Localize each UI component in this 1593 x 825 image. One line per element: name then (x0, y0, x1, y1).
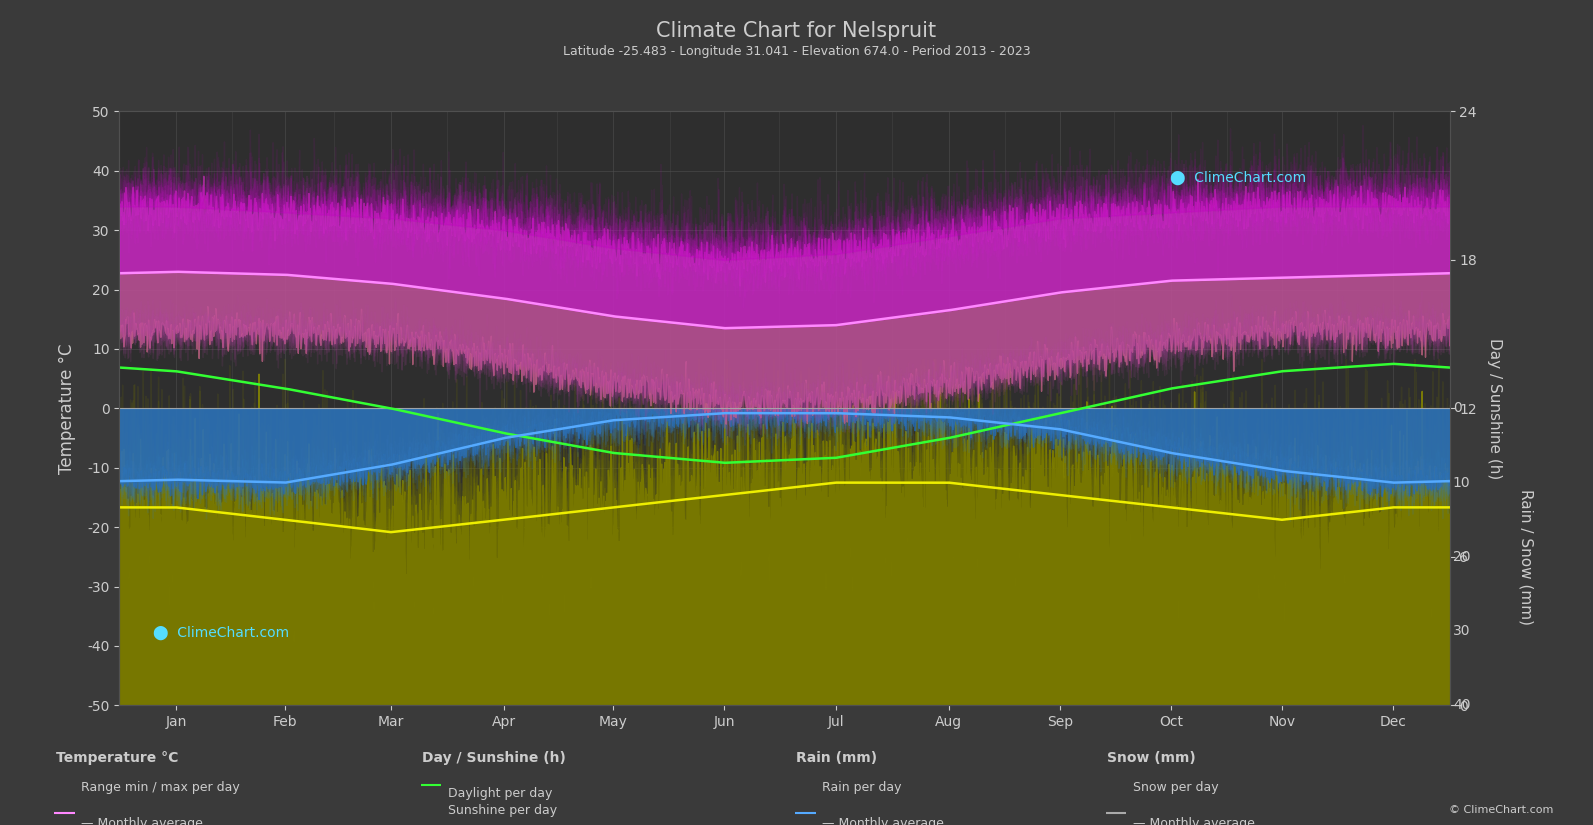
Text: Sunshine per day: Sunshine per day (448, 804, 558, 817)
Y-axis label: Temperature °C: Temperature °C (57, 343, 76, 474)
Text: 30: 30 (1453, 625, 1470, 638)
Text: Rain (mm): Rain (mm) (796, 751, 878, 765)
Text: ⬤  ClimeChart.com: ⬤ ClimeChart.com (153, 625, 288, 640)
Text: 20: 20 (1453, 550, 1470, 563)
Text: — Monthly average: — Monthly average (81, 817, 204, 825)
Text: Rain / Snow (mm): Rain / Snow (mm) (1518, 489, 1534, 625)
Text: Temperature °C: Temperature °C (56, 751, 178, 765)
Text: 10: 10 (1453, 476, 1470, 489)
Text: Snow per day: Snow per day (1133, 781, 1219, 794)
Text: Daylight per day: Daylight per day (448, 787, 553, 800)
Text: Rain per day: Rain per day (822, 781, 902, 794)
Y-axis label: Day / Sunshine (h): Day / Sunshine (h) (1488, 337, 1502, 479)
Text: 40: 40 (1453, 699, 1470, 712)
Text: — Monthly average: — Monthly average (1133, 817, 1255, 825)
Text: 0: 0 (1453, 402, 1461, 415)
Text: ⬤  ClimeChart.com: ⬤ ClimeChart.com (1171, 171, 1306, 185)
Text: Day / Sunshine (h): Day / Sunshine (h) (422, 751, 566, 765)
Text: Latitude -25.483 - Longitude 31.041 - Elevation 674.0 - Period 2013 - 2023: Latitude -25.483 - Longitude 31.041 - El… (562, 45, 1031, 59)
Text: Range min / max per day: Range min / max per day (81, 781, 241, 794)
Text: © ClimeChart.com: © ClimeChart.com (1448, 805, 1553, 815)
Text: Climate Chart for Nelspruit: Climate Chart for Nelspruit (656, 21, 937, 40)
Text: — Monthly average: — Monthly average (822, 817, 945, 825)
Text: Snow (mm): Snow (mm) (1107, 751, 1196, 765)
